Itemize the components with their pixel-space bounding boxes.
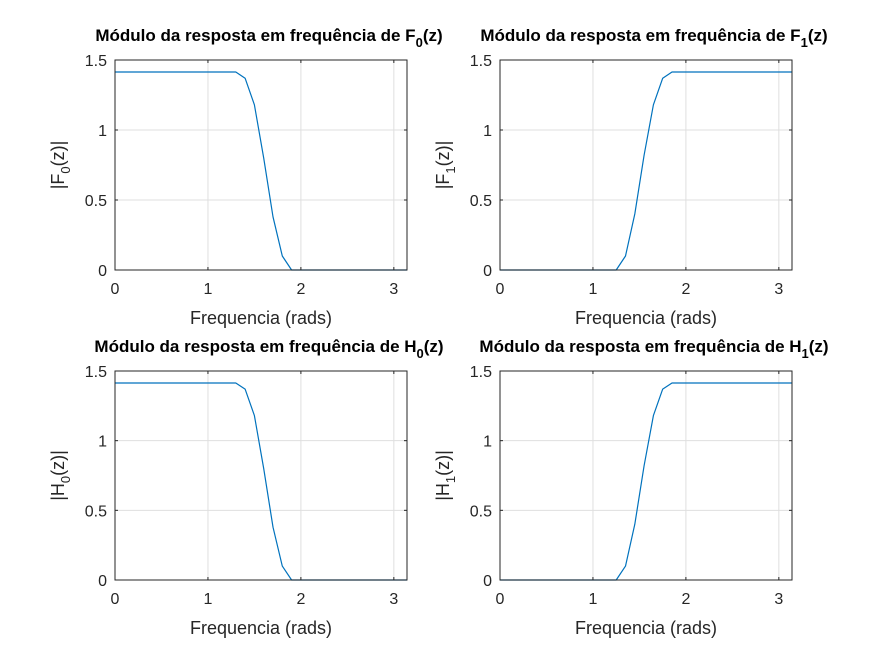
y-axis-label-subscript: 1 bbox=[443, 166, 458, 173]
y-axis-label-suffix: (z)| bbox=[48, 141, 68, 167]
y-axis-label-suffix: (z)| bbox=[433, 450, 453, 476]
y-axis-label: |F1(z)| bbox=[433, 141, 458, 190]
series-line bbox=[500, 382, 792, 581]
chart-title-main: Módulo da resposta em frequência de H bbox=[94, 337, 416, 356]
x-tick-label: 0 bbox=[496, 281, 505, 298]
y-tick-label: 1 bbox=[98, 434, 107, 451]
x-tick-label: 2 bbox=[681, 591, 690, 608]
axes-box bbox=[499, 370, 793, 581]
y-axis-label: |H1(z)| bbox=[433, 450, 458, 501]
chart-title-subscript: 0 bbox=[416, 35, 423, 50]
y-tick-label: 0.5 bbox=[470, 503, 492, 520]
x-tick-label: 0 bbox=[496, 591, 505, 608]
x-tick-label: 1 bbox=[203, 591, 212, 608]
y-axis-label-subscript: 0 bbox=[58, 166, 73, 173]
chart-title-subscript: 0 bbox=[417, 346, 424, 361]
x-tick-label: 0 bbox=[111, 281, 120, 298]
chart-title-suffix: (z) bbox=[424, 337, 444, 356]
y-tick-label: 0 bbox=[483, 573, 492, 590]
x-tick-label: 3 bbox=[774, 591, 783, 608]
y-tick-label: 1.5 bbox=[85, 53, 107, 70]
x-tick-label: 3 bbox=[774, 281, 783, 298]
y-axis-label: |H0(z)| bbox=[48, 450, 73, 501]
x-tick-label: 3 bbox=[389, 281, 398, 298]
chart-title-subscript: 1 bbox=[801, 35, 808, 50]
axes-box bbox=[499, 59, 793, 271]
series-line bbox=[115, 71, 407, 271]
y-tick-label: 0 bbox=[98, 573, 107, 590]
y-tick-label: 0.5 bbox=[85, 503, 107, 520]
y-axis-label-prefix: |H bbox=[48, 483, 68, 501]
x-tick-label: 1 bbox=[203, 281, 212, 298]
y-axis-label-suffix: (z)| bbox=[48, 450, 68, 476]
chart-title: Módulo da resposta em frequência de F1(z… bbox=[480, 26, 827, 50]
y-tick-label: 1.5 bbox=[85, 364, 107, 381]
plot-area bbox=[500, 371, 792, 580]
chart-title-subscript: 1 bbox=[802, 346, 809, 361]
chart-title: Módulo da resposta em frequência de F0(z… bbox=[95, 26, 442, 50]
x-axis-label: Frequencia (rads) bbox=[190, 618, 332, 638]
y-axis-label-prefix: |F bbox=[48, 174, 68, 190]
y-tick-label: 0.5 bbox=[85, 193, 107, 210]
x-tick-label: 2 bbox=[296, 281, 305, 298]
chart-title: Módulo da resposta em frequência de H0(z… bbox=[94, 337, 443, 361]
y-tick-label: 0.5 bbox=[470, 193, 492, 210]
series-line bbox=[500, 71, 792, 271]
x-axis-label: Frequencia (rads) bbox=[575, 308, 717, 328]
chart-title-main: Módulo da resposta em frequência de H bbox=[479, 337, 801, 356]
axes-box bbox=[114, 370, 408, 581]
axes-box bbox=[114, 59, 408, 271]
plot-area bbox=[115, 60, 407, 270]
y-tick-label: 1 bbox=[483, 123, 492, 140]
y-tick-label: 1 bbox=[98, 123, 107, 140]
y-tick-label: 0 bbox=[483, 263, 492, 280]
y-axis-label-subscript: 0 bbox=[58, 476, 73, 483]
chart-title-main: Módulo da resposta em frequência de F bbox=[480, 26, 800, 45]
x-tick-label: 0 bbox=[111, 591, 120, 608]
y-axis-label-suffix: (z)| bbox=[433, 141, 453, 167]
chart-title-suffix: (z) bbox=[808, 26, 828, 45]
plot-area bbox=[115, 371, 407, 580]
x-tick-label: 3 bbox=[389, 591, 398, 608]
x-tick-label: 2 bbox=[681, 281, 690, 298]
x-tick-label: 1 bbox=[588, 281, 597, 298]
y-tick-label: 0 bbox=[98, 263, 107, 280]
plot-area bbox=[500, 60, 792, 270]
series-line bbox=[115, 382, 407, 581]
y-axis-label-subscript: 1 bbox=[443, 476, 458, 483]
y-tick-label: 1 bbox=[483, 434, 492, 451]
y-axis-label: |F0(z)| bbox=[48, 141, 73, 190]
y-axis-label-prefix: |F bbox=[433, 174, 453, 190]
x-axis-label: Frequencia (rads) bbox=[575, 618, 717, 638]
chart-title-suffix: (z) bbox=[423, 26, 443, 45]
x-axis-label: Frequencia (rads) bbox=[190, 308, 332, 328]
chart-title: Módulo da resposta em frequência de H1(z… bbox=[479, 337, 828, 361]
y-tick-label: 1.5 bbox=[470, 364, 492, 381]
y-tick-label: 1.5 bbox=[470, 53, 492, 70]
y-axis-label-prefix: |H bbox=[433, 483, 453, 501]
chart-title-suffix: (z) bbox=[809, 337, 829, 356]
chart-title-main: Módulo da resposta em frequência de F bbox=[95, 26, 415, 45]
x-tick-label: 2 bbox=[296, 591, 305, 608]
x-tick-label: 1 bbox=[588, 591, 597, 608]
